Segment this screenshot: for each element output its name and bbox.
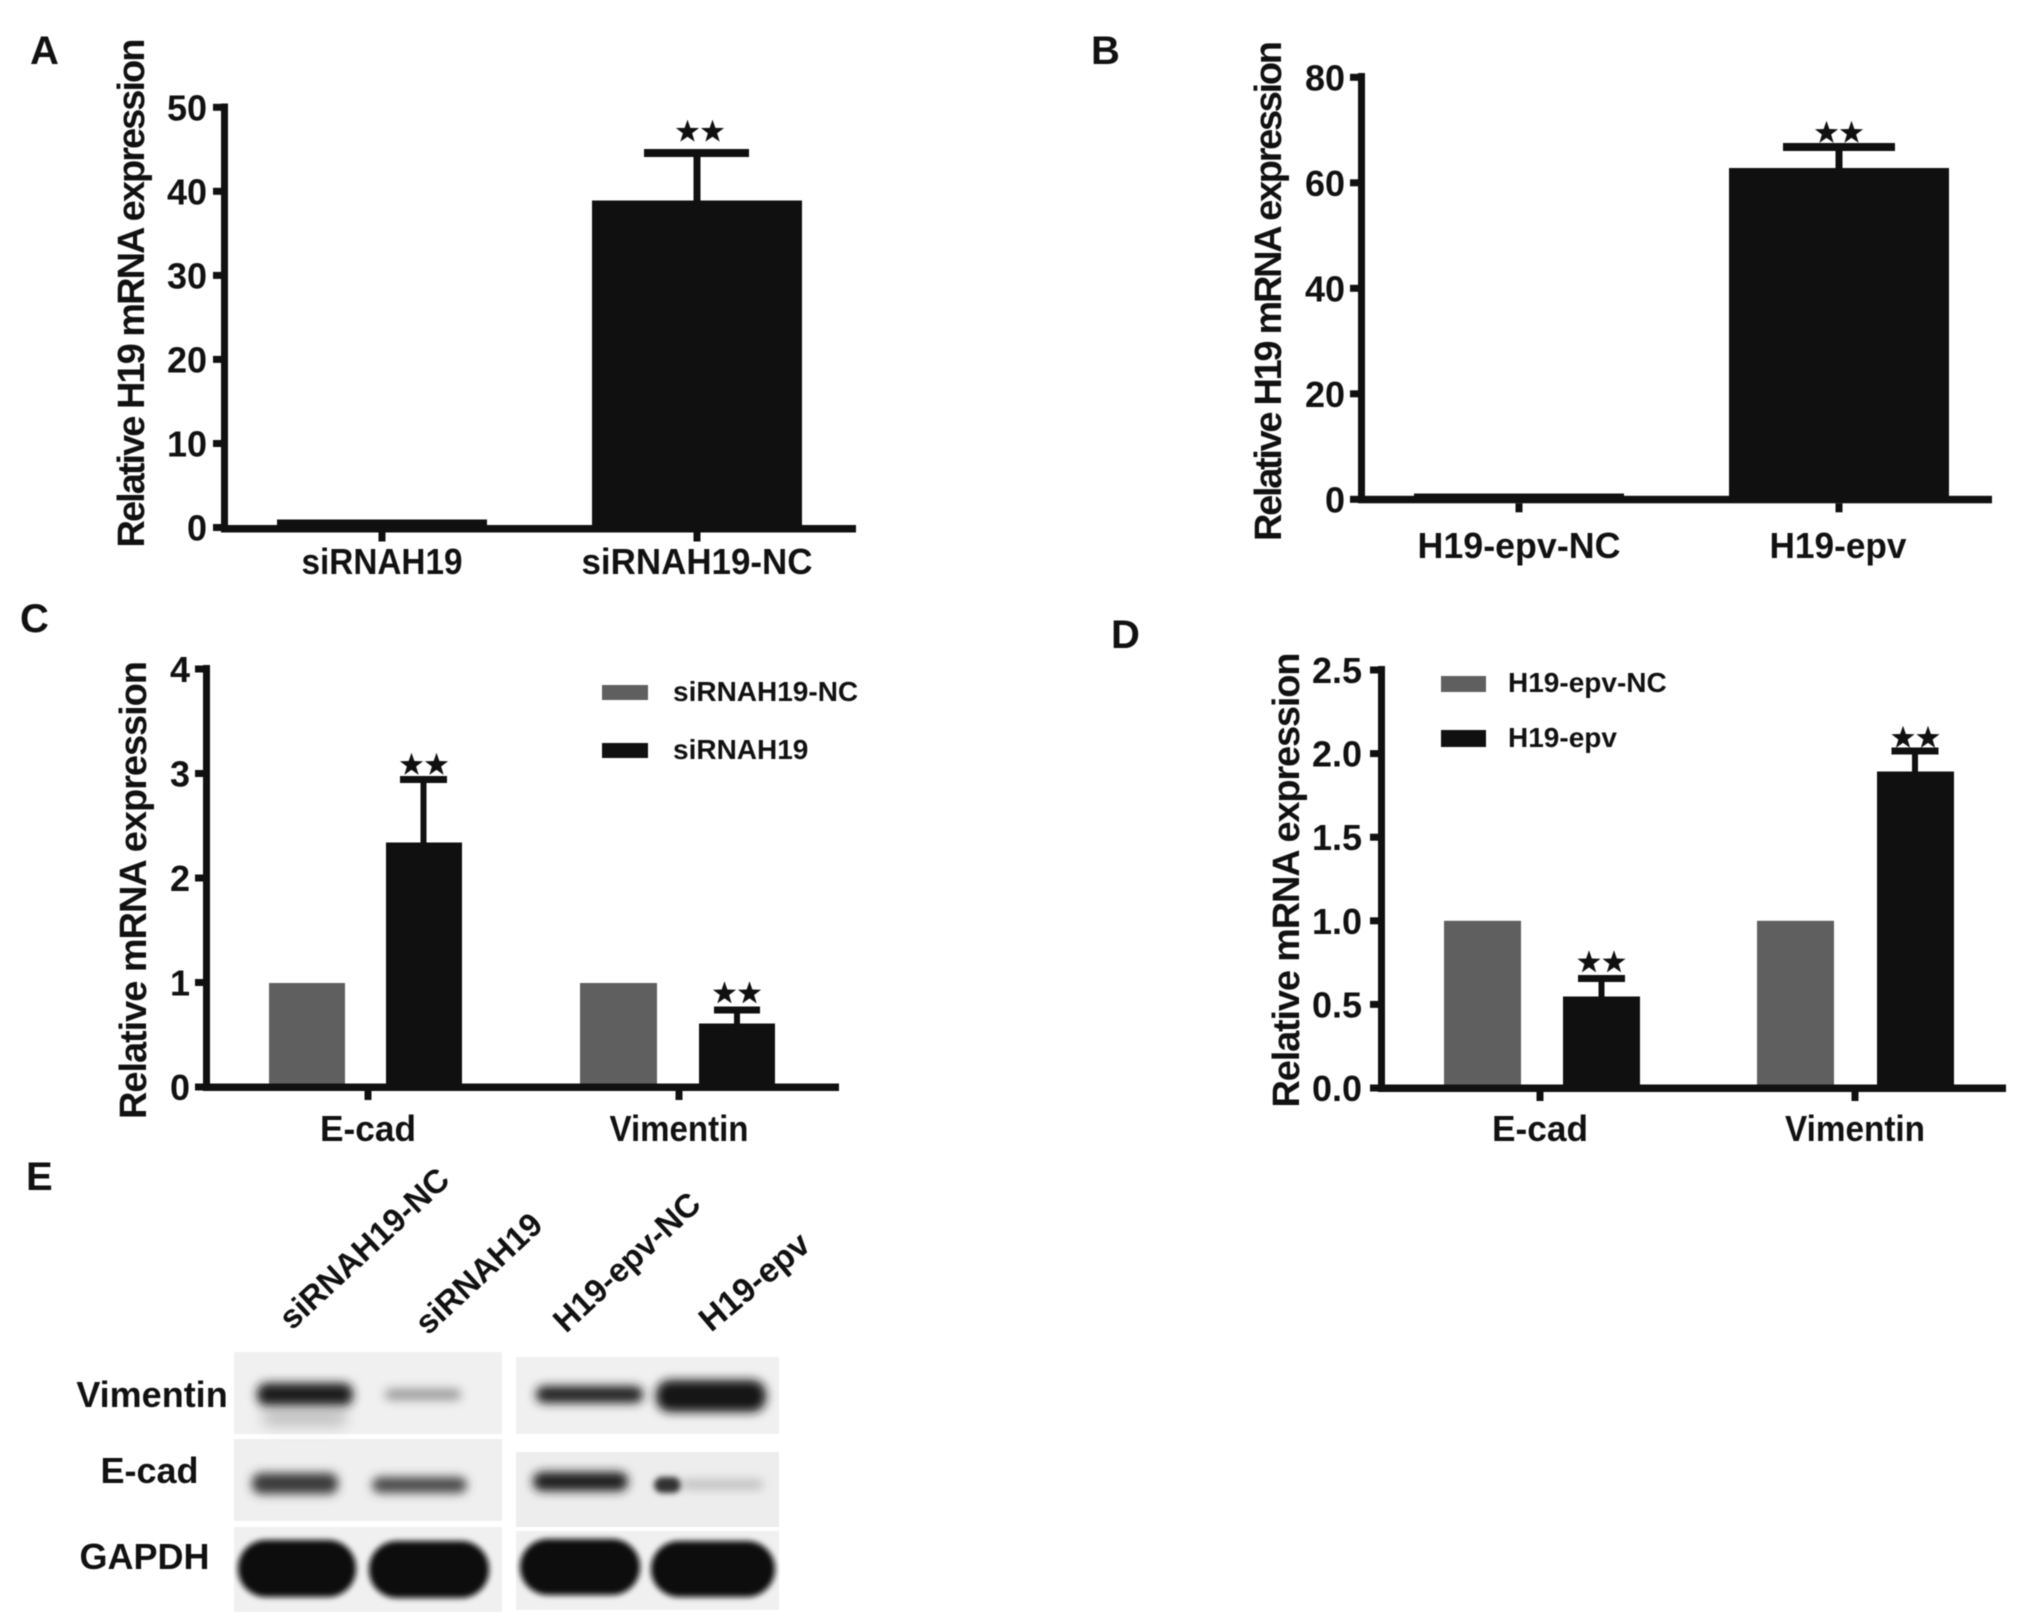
svg-text:30: 30 <box>167 255 207 296</box>
svg-text:H19-epv-NC: H19-epv-NC <box>546 1184 708 1339</box>
svg-text:siRNAH19-NC: siRNAH19-NC <box>673 676 858 707</box>
svg-text:siRNAH19: siRNAH19 <box>302 541 463 582</box>
svg-text:1.5: 1.5 <box>1312 817 1362 858</box>
svg-text:0: 0 <box>187 508 207 549</box>
svg-text:Vimentin: Vimentin <box>610 1108 749 1149</box>
svg-text:Relative mRNA expression: Relative mRNA expression <box>1266 653 1308 1108</box>
svg-text:H19-epv: H19-epv <box>692 1225 818 1339</box>
svg-text:2.0: 2.0 <box>1312 734 1362 775</box>
svg-text:20: 20 <box>167 339 207 380</box>
svg-text:Relative H19 mRNA expression: Relative H19 mRNA expression <box>1248 41 1290 541</box>
svg-text:40: 40 <box>167 171 207 212</box>
svg-text:A: A <box>30 29 59 73</box>
svg-text:D: D <box>1111 613 1140 657</box>
svg-text:H19-epv-NC: H19-epv-NC <box>1508 667 1667 698</box>
svg-text:Vimentin: Vimentin <box>76 1374 227 1415</box>
svg-text:E: E <box>26 1155 53 1199</box>
svg-text:C: C <box>20 597 49 641</box>
svg-text:80: 80 <box>1305 57 1345 98</box>
svg-text:H19-epv-NC: H19-epv-NC <box>1418 525 1621 566</box>
svg-text:20: 20 <box>1305 374 1345 415</box>
svg-text:siRNAH19-NC: siRNAH19-NC <box>582 541 813 582</box>
svg-text:E-cad: E-cad <box>100 1450 198 1491</box>
svg-text:GAPDH: GAPDH <box>79 1536 209 1577</box>
svg-text:0.0: 0.0 <box>1312 1068 1362 1109</box>
svg-text:3: 3 <box>170 754 190 795</box>
svg-text:B: B <box>1091 29 1120 73</box>
svg-text:10: 10 <box>167 424 207 465</box>
svg-text:0.5: 0.5 <box>1312 984 1362 1025</box>
svg-text:Relative mRNA expression: Relative mRNA expression <box>113 661 155 1119</box>
svg-text:E-cad: E-cad <box>1492 1108 1588 1149</box>
svg-text:H19-epv: H19-epv <box>1508 722 1617 753</box>
svg-text:2: 2 <box>170 858 190 899</box>
svg-text:4: 4 <box>170 649 190 690</box>
svg-text:0: 0 <box>170 1067 190 1108</box>
svg-text:2.5: 2.5 <box>1312 650 1362 691</box>
svg-text:Vimentin: Vimentin <box>1785 1108 1925 1149</box>
svg-text:0: 0 <box>1325 479 1345 520</box>
svg-text:1: 1 <box>170 963 190 1004</box>
svg-text:60: 60 <box>1305 163 1345 204</box>
svg-text:1.0: 1.0 <box>1312 901 1362 942</box>
svg-text:50: 50 <box>167 87 207 128</box>
svg-text:40: 40 <box>1305 268 1345 309</box>
svg-text:H19-epv: H19-epv <box>1770 525 1907 566</box>
svg-text:siRNAH19: siRNAH19 <box>408 1205 550 1341</box>
svg-text:E-cad: E-cad <box>320 1108 416 1149</box>
svg-text:siRNAH19: siRNAH19 <box>673 734 808 765</box>
svg-text:Relative H19 mRNA expression: Relative H19 mRNA expression <box>111 39 153 548</box>
